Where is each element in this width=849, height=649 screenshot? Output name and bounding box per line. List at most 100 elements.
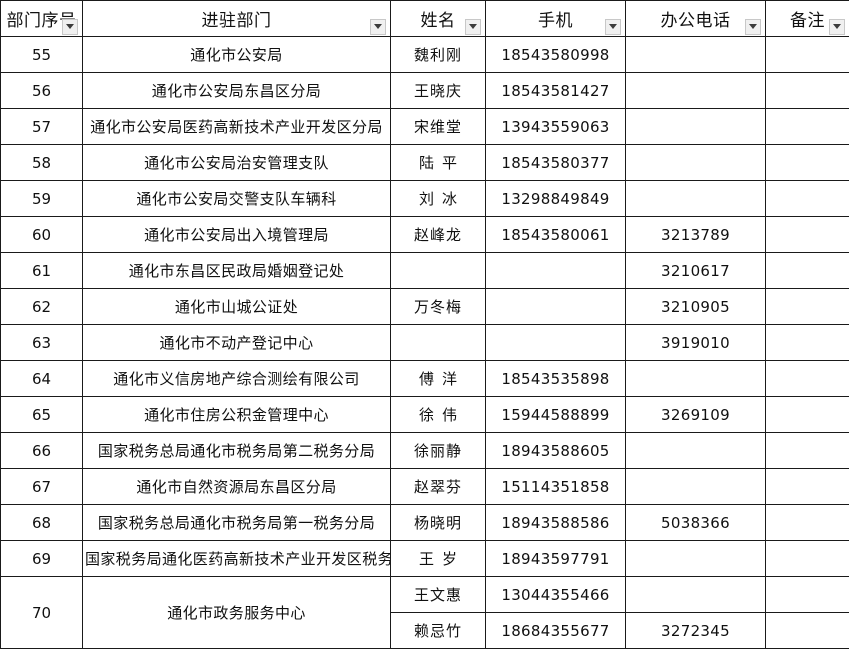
cell-name[interactable]: 杨晓明 [390, 504, 486, 541]
cell-remark[interactable] [765, 540, 849, 577]
cell-seq[interactable]: 70 [0, 576, 83, 649]
cell-mobile[interactable]: 15114351858 [485, 468, 626, 505]
cell-department[interactable]: 国家税务局通化医药高新技术产业开发区税务局 [82, 540, 391, 577]
cell-department[interactable]: 通化市公安局东昌区分局 [82, 72, 391, 109]
cell-office[interactable] [625, 468, 766, 505]
cell-department[interactable]: 通化市公安局交警支队车辆科 [82, 180, 391, 217]
cell-remark[interactable] [765, 576, 849, 613]
cell-remark[interactable] [765, 72, 849, 109]
column-header-name[interactable]: 姓名 [390, 0, 486, 37]
cell-remark[interactable] [765, 468, 849, 505]
cell-name[interactable]: 王文惠 [390, 576, 486, 613]
cell-office[interactable]: 3210905 [625, 288, 766, 325]
cell-name[interactable]: 刘冰 [390, 180, 486, 217]
cell-mobile[interactable]: 18684355677 [485, 612, 626, 649]
cell-seq[interactable]: 61 [0, 252, 83, 289]
cell-mobile[interactable]: 18943588586 [485, 504, 626, 541]
cell-office[interactable] [625, 360, 766, 397]
cell-mobile[interactable] [485, 288, 626, 325]
cell-mobile[interactable]: 18543580998 [485, 36, 626, 73]
cell-seq[interactable]: 65 [0, 396, 83, 433]
cell-office[interactable]: 3213789 [625, 216, 766, 253]
cell-name[interactable]: 赵翠芬 [390, 468, 486, 505]
filter-dropdown-icon-name[interactable] [465, 18, 481, 35]
cell-name[interactable] [390, 252, 486, 289]
cell-remark[interactable] [765, 36, 849, 73]
cell-mobile[interactable]: 18543580061 [485, 216, 626, 253]
cell-name[interactable]: 赵峰龙 [390, 216, 486, 253]
filter-dropdown-icon-seq[interactable] [62, 18, 78, 35]
cell-seq[interactable]: 60 [0, 216, 83, 253]
cell-seq[interactable]: 58 [0, 144, 83, 181]
cell-office[interactable]: 3272345 [625, 612, 766, 649]
cell-remark[interactable] [765, 180, 849, 217]
cell-mobile[interactable]: 18543580377 [485, 144, 626, 181]
cell-seq[interactable]: 56 [0, 72, 83, 109]
cell-office[interactable] [625, 108, 766, 145]
cell-mobile[interactable]: 18543581427 [485, 72, 626, 109]
cell-department[interactable]: 通化市住房公积金管理中心 [82, 396, 391, 433]
cell-department[interactable]: 通化市不动产登记中心 [82, 324, 391, 361]
cell-remark[interactable] [765, 288, 849, 325]
cell-remark[interactable] [765, 108, 849, 145]
cell-office[interactable] [625, 576, 766, 613]
cell-office[interactable] [625, 540, 766, 577]
cell-office[interactable]: 5038366 [625, 504, 766, 541]
column-header-remark[interactable]: 备注 [765, 0, 849, 37]
column-header-office[interactable]: 办公电话 [625, 0, 766, 37]
cell-department[interactable]: 通化市公安局医药高新技术产业开发区分局 [82, 108, 391, 145]
cell-department[interactable]: 通化市公安局治安管理支队 [82, 144, 391, 181]
cell-remark[interactable] [765, 396, 849, 433]
cell-remark[interactable] [765, 504, 849, 541]
cell-name[interactable]: 赖忌竹 [390, 612, 486, 649]
cell-office[interactable]: 3269109 [625, 396, 766, 433]
cell-seq[interactable]: 57 [0, 108, 83, 145]
cell-office[interactable] [625, 144, 766, 181]
cell-name[interactable]: 徐丽静 [390, 432, 486, 469]
cell-seq[interactable]: 62 [0, 288, 83, 325]
cell-name[interactable]: 王岁 [390, 540, 486, 577]
cell-mobile[interactable]: 13298849849 [485, 180, 626, 217]
cell-name[interactable] [390, 324, 486, 361]
cell-office[interactable]: 3919010 [625, 324, 766, 361]
cell-department[interactable]: 通化市公安局 [82, 36, 391, 73]
cell-seq[interactable]: 68 [0, 504, 83, 541]
filter-dropdown-icon-mobile[interactable] [605, 18, 621, 35]
cell-department[interactable]: 通化市自然资源局东昌区分局 [82, 468, 391, 505]
cell-name[interactable]: 宋维堂 [390, 108, 486, 145]
cell-office[interactable] [625, 432, 766, 469]
cell-remark[interactable] [765, 144, 849, 181]
cell-department[interactable]: 通化市公安局出入境管理局 [82, 216, 391, 253]
cell-name[interactable]: 魏利刚 [390, 36, 486, 73]
cell-name[interactable]: 陆平 [390, 144, 486, 181]
cell-seq[interactable]: 55 [0, 36, 83, 73]
cell-remark[interactable] [765, 360, 849, 397]
cell-mobile[interactable]: 18943588605 [485, 432, 626, 469]
cell-mobile[interactable]: 15944588899 [485, 396, 626, 433]
cell-department[interactable]: 国家税务总局通化市税务局第一税务分局 [82, 504, 391, 541]
cell-name[interactable]: 万冬梅 [390, 288, 486, 325]
column-header-dept[interactable]: 进驻部门 [82, 0, 391, 37]
cell-seq[interactable]: 67 [0, 468, 83, 505]
cell-department[interactable]: 通化市山城公证处 [82, 288, 391, 325]
filter-dropdown-icon-remark[interactable] [829, 18, 845, 35]
cell-mobile[interactable]: 18543535898 [485, 360, 626, 397]
cell-seq[interactable]: 59 [0, 180, 83, 217]
cell-office[interactable]: 3210617 [625, 252, 766, 289]
cell-mobile[interactable]: 13044355466 [485, 576, 626, 613]
cell-seq[interactable]: 63 [0, 324, 83, 361]
cell-remark[interactable] [765, 216, 849, 253]
cell-name[interactable]: 徐伟 [390, 396, 486, 433]
filter-dropdown-icon-dept[interactable] [370, 18, 386, 35]
cell-remark[interactable] [765, 324, 849, 361]
cell-remark[interactable] [765, 612, 849, 649]
cell-office[interactable] [625, 180, 766, 217]
cell-mobile[interactable] [485, 324, 626, 361]
cell-seq[interactable]: 69 [0, 540, 83, 577]
cell-name[interactable]: 王晓庆 [390, 72, 486, 109]
cell-office[interactable] [625, 36, 766, 73]
cell-seq[interactable]: 64 [0, 360, 83, 397]
cell-seq[interactable]: 66 [0, 432, 83, 469]
cell-mobile[interactable]: 18943597791 [485, 540, 626, 577]
cell-mobile[interactable]: 13943559063 [485, 108, 626, 145]
